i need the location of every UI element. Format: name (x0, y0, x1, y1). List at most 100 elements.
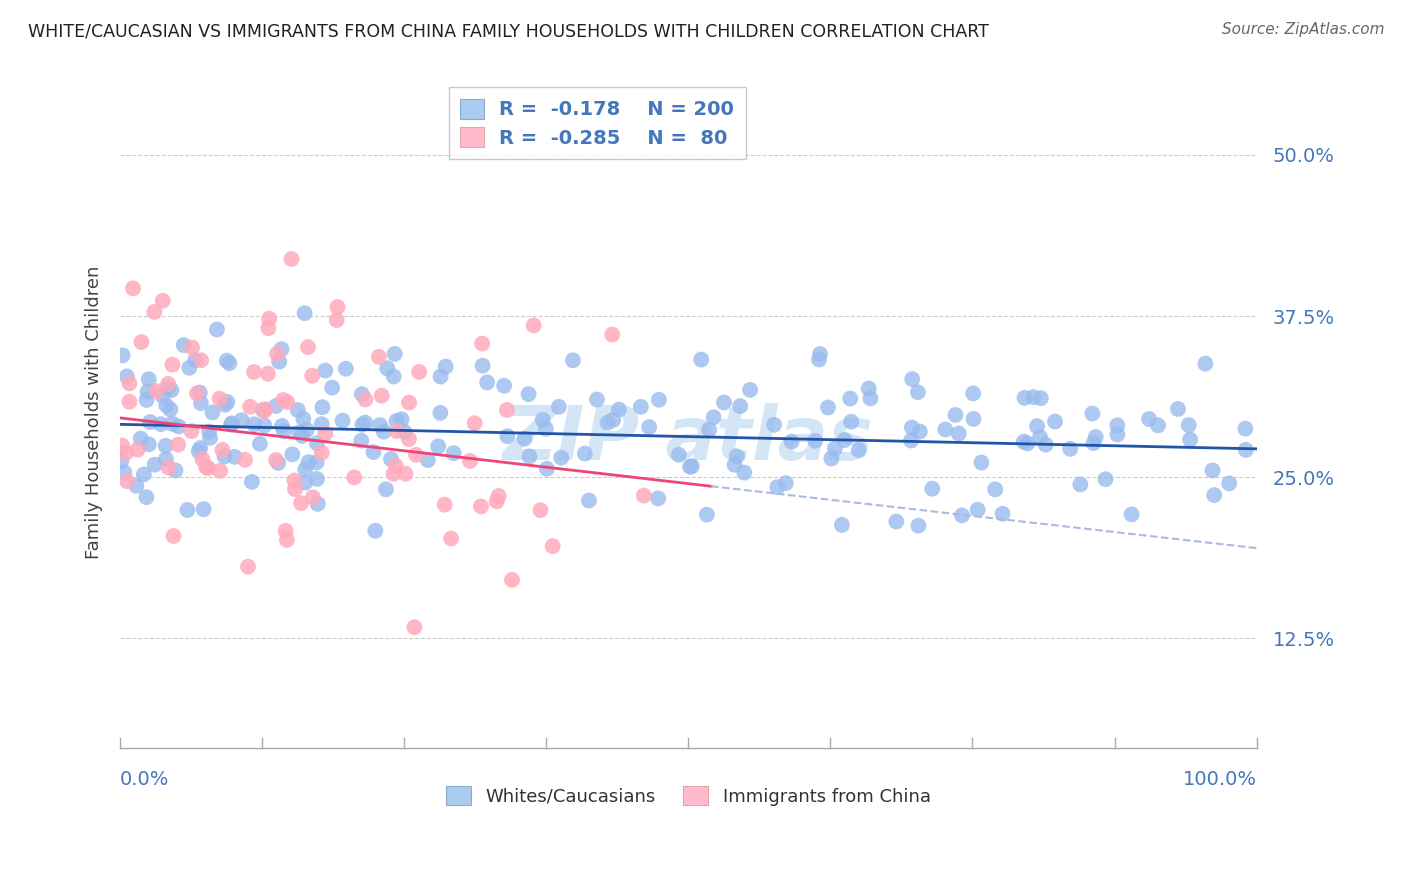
Point (167, 437, 190, 451)
Point (190, 396, 212, 410)
Point (311, 446, 333, 460)
Point (648, 392, 671, 407)
Point (858, 382, 880, 396)
Point (690, 352, 713, 367)
Point (335, 361, 357, 376)
Point (115, 475, 138, 489)
Point (111, 438, 134, 452)
Point (221, 417, 243, 431)
Point (907, 518, 929, 533)
Point (264, 453, 287, 467)
Point (173, 338, 195, 352)
Point (205, 322, 228, 336)
Point (470, 500, 492, 514)
Point (808, 347, 831, 361)
Point (191, 452, 214, 467)
Point (1029, 430, 1052, 444)
Point (458, 454, 481, 468)
Point (638, 420, 661, 434)
Point (252, 403, 274, 417)
Y-axis label: Family Households with Children: Family Households with Children (86, 266, 103, 559)
Point (523, 318, 546, 333)
Point (214, 450, 236, 464)
Point (145, 384, 167, 398)
Point (314, 363, 336, 377)
Point (352, 417, 374, 432)
Point (155, 439, 177, 453)
Point (271, 392, 294, 407)
Point (1081, 407, 1104, 421)
Point (297, 455, 319, 469)
Point (703, 410, 725, 425)
Point (391, 412, 413, 426)
Point (179, 360, 201, 375)
Point (350, 387, 373, 401)
Point (214, 398, 236, 412)
Point (550, 450, 572, 465)
Point (1167, 401, 1189, 416)
Point (517, 387, 540, 401)
Point (429, 406, 451, 420)
Point (208, 392, 231, 406)
Point (162, 358, 184, 372)
Point (1147, 418, 1170, 433)
Point (257, 321, 280, 335)
Point (354, 392, 377, 407)
Point (129, 432, 152, 446)
Point (921, 482, 943, 496)
Point (668, 448, 690, 462)
Point (713, 395, 735, 409)
Point (723, 458, 745, 472)
Point (295, 423, 318, 437)
Point (1026, 419, 1049, 434)
Point (127, 442, 149, 457)
Point (934, 423, 956, 437)
Point (363, 445, 385, 459)
Point (254, 402, 277, 417)
Point (198, 431, 221, 445)
Point (162, 417, 184, 431)
Point (1083, 436, 1105, 450)
Point (373, 425, 395, 439)
Point (143, 305, 166, 319)
Point (326, 300, 349, 314)
Point (375, 361, 398, 376)
Text: 0.0%: 0.0% (120, 770, 169, 789)
Point (429, 369, 451, 384)
Point (364, 524, 387, 538)
Point (110, 454, 132, 468)
Point (496, 403, 519, 417)
Point (236, 559, 259, 574)
Point (209, 464, 232, 478)
Point (496, 429, 519, 443)
Point (733, 466, 755, 480)
Point (273, 424, 295, 438)
Legend: Whites/Caucasians, Immigrants from China: Whites/Caucasians, Immigrants from China (439, 779, 938, 813)
Point (602, 413, 624, 427)
Point (440, 532, 463, 546)
Point (301, 490, 323, 504)
Point (157, 376, 180, 391)
Point (1094, 472, 1116, 486)
Point (181, 341, 204, 355)
Point (165, 463, 187, 477)
Point (224, 450, 246, 464)
Point (948, 426, 970, 441)
Point (766, 480, 789, 494)
Point (475, 376, 498, 390)
Point (775, 476, 797, 491)
Point (647, 491, 669, 506)
Point (382, 467, 405, 481)
Point (294, 462, 316, 476)
Point (136, 384, 159, 399)
Point (962, 386, 984, 401)
Point (305, 455, 328, 469)
Point (1017, 436, 1039, 450)
Point (257, 367, 280, 381)
Text: Source: ZipAtlas.com: Source: ZipAtlas.com (1222, 22, 1385, 37)
Text: WHITE/CAUCASIAN VS IMMIGRANTS FROM CHINA FAMILY HOUSEHOLDS WITH CHILDREN CORRELA: WHITE/CAUCASIAN VS IMMIGRANTS FROM CHINA… (28, 22, 988, 40)
Point (681, 459, 703, 474)
Point (264, 399, 287, 413)
Point (143, 458, 166, 472)
Point (370, 389, 392, 403)
